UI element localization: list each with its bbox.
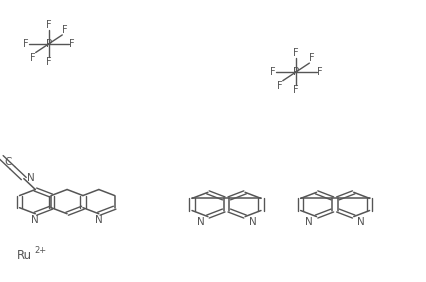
Text: N: N	[305, 217, 313, 227]
Text: F: F	[62, 25, 68, 35]
Text: F: F	[30, 52, 36, 63]
Text: 2+: 2+	[34, 246, 46, 255]
Text: N: N	[27, 173, 35, 183]
Text: F: F	[46, 57, 52, 67]
Text: F: F	[23, 39, 29, 49]
Text: P: P	[293, 67, 299, 77]
Text: Ru: Ru	[17, 249, 32, 262]
Text: F: F	[293, 85, 299, 95]
Text: F: F	[293, 49, 299, 58]
Text: F: F	[46, 20, 52, 30]
Text: F: F	[270, 67, 276, 77]
Text: F: F	[69, 39, 75, 49]
Text: N: N	[95, 215, 103, 225]
Text: F: F	[309, 53, 315, 63]
Text: N: N	[197, 217, 204, 227]
Text: F: F	[317, 67, 322, 77]
Text: N: N	[248, 217, 256, 227]
Text: C: C	[4, 157, 12, 167]
Text: N: N	[32, 215, 39, 225]
Text: N: N	[357, 217, 365, 227]
Text: F: F	[277, 81, 283, 91]
Text: P: P	[46, 39, 52, 49]
